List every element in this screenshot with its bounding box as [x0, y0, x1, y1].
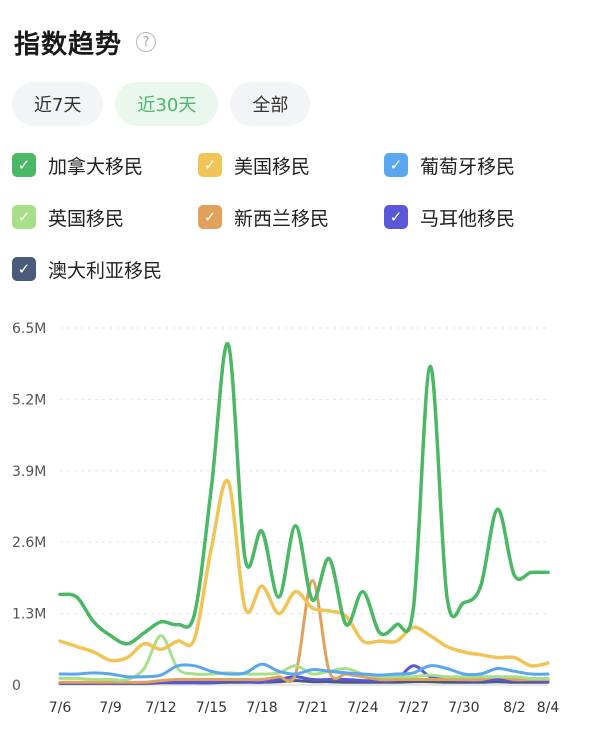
legend-label: 葡萄牙移民 [420, 155, 516, 178]
x-tick-label: 7/27 [398, 700, 429, 716]
legend-label: 澳大利亚移民 [48, 259, 163, 282]
y-tick-label: 3.9M [12, 464, 46, 480]
legend-item-uk[interactable]: ✓ 英国移民 [12, 200, 124, 234]
y-tick-label: 5.2M [12, 392, 46, 408]
chart-series [58, 342, 550, 685]
checkbox-checked-icon[interactable]: ✓ [198, 205, 222, 229]
tab-7-days[interactable]: 近7天 [12, 82, 104, 126]
x-tick-label: 7/6 [49, 700, 72, 716]
legend-item-canada[interactable]: ✓ 加拿大移民 [12, 148, 143, 182]
legend-item-australia[interactable]: ✓ 澳大利亚移民 [12, 252, 162, 286]
checkbox-checked-icon[interactable]: ✓ [198, 153, 222, 177]
header: 指数趋势 ? [14, 22, 157, 62]
checkbox-checked-icon[interactable]: ✓ [384, 205, 408, 229]
page-title: 指数趋势 [14, 29, 123, 60]
legend-item-new-zealand[interactable]: ✓ 新西兰移民 [198, 200, 329, 234]
legend-label: 马耳他移民 [420, 207, 516, 230]
tab-all[interactable]: 全部 [230, 82, 311, 126]
legend-label: 新西兰移民 [234, 207, 330, 230]
series-line-2 [58, 662, 550, 679]
y-tick-label: 2.6M [12, 535, 46, 551]
checkbox-checked-icon[interactable]: ✓ [12, 257, 36, 281]
x-tick-label: 7/24 [347, 700, 379, 716]
series-line-1 [58, 478, 550, 668]
checkbox-checked-icon[interactable]: ✓ [384, 153, 408, 177]
series-line-3 [58, 634, 550, 682]
y-tick-label: 1.3M [12, 607, 46, 623]
x-tick-label: 8/4 [537, 700, 560, 716]
x-tick-label: 7/9 [99, 700, 122, 716]
help-icon[interactable]: ? [136, 32, 157, 52]
legend-item-malta[interactable]: ✓ 马耳他移民 [384, 200, 515, 234]
y-axis-ticks: 0 1.3M 2.6M 3.9M 5.2M 6.5M [12, 321, 46, 694]
legend-label: 英国移民 [48, 207, 125, 230]
time-range-tabs: 近7天 近30天 全部 [12, 82, 311, 126]
tab-30-days[interactable]: 近30天 [115, 82, 219, 126]
y-tick-label: 0 [12, 678, 21, 694]
x-tick-label: 7/12 [145, 700, 176, 716]
checkbox-checked-icon[interactable]: ✓ [12, 153, 36, 177]
x-tick-label: 7/21 [297, 700, 328, 716]
x-tick-label: 8/2 [503, 700, 526, 716]
x-tick-label: 7/30 [448, 700, 479, 716]
series-line-4 [58, 579, 550, 684]
legend-label: 加拿大移民 [48, 155, 144, 178]
legend-item-usa[interactable]: ✓ 美国移民 [198, 148, 310, 182]
legend-label: 美国移民 [234, 155, 311, 178]
chart-grid [60, 327, 548, 686]
series-line-0 [58, 342, 550, 646]
x-tick-label: 7/18 [246, 700, 277, 716]
x-axis-ticks: 7/6 7/9 7/12 7/15 7/18 7/21 7/24 7/27 7/30 8/2 8/4 [49, 700, 560, 716]
line-chart: 0 1.3M 2.6M 3.9M 5.2M 6.5M 7/6 7/9 7/12 7/15 7/18… [12, 321, 560, 716]
checkbox-checked-icon[interactable]: ✓ [12, 205, 36, 229]
x-tick-label: 7/15 [196, 700, 227, 716]
y-tick-label: 6.5M [12, 321, 46, 337]
legend-item-portugal[interactable]: ✓ 葡萄牙移民 [384, 148, 515, 182]
